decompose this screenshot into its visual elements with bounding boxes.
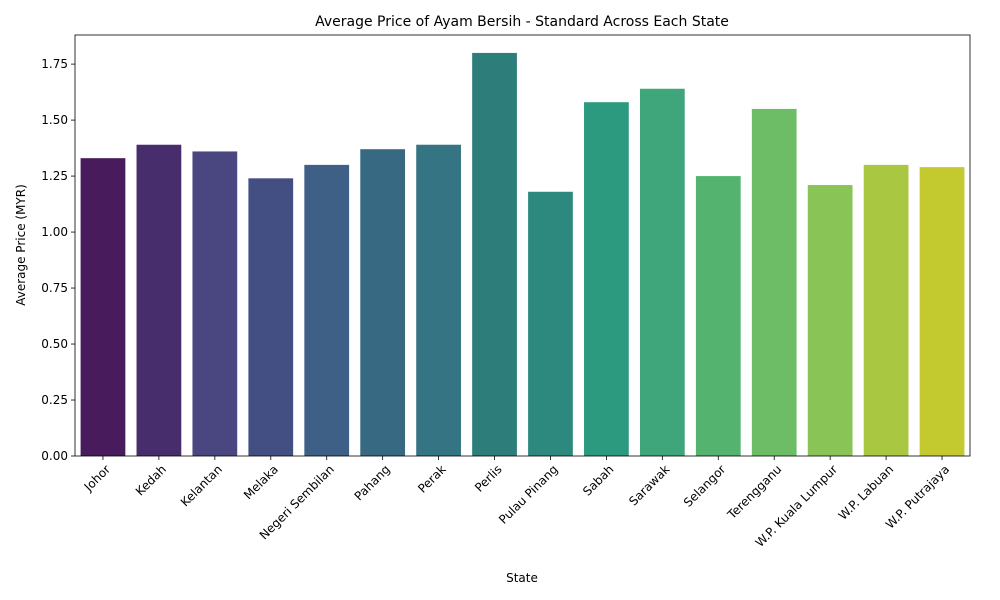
x-tick-label: Selangor [681,462,729,510]
x-axis-label: State [506,571,538,585]
bar-w-p-putrajaya [919,167,965,456]
y-tick-label: 1.50 [41,113,68,127]
y-tick-label: 1.00 [41,225,68,239]
bar-sabah [584,102,629,457]
x-tick-label: Perak [415,462,449,496]
x-tick-label: Pulau Pinang [496,462,561,527]
x-tick-label: Sarawak [626,462,672,508]
x-tick-label: Pahang [352,462,393,503]
bar-johor [80,158,126,456]
bar-negeri-sembilan [304,164,350,456]
bar-sarawak [639,88,685,456]
x-tick-label: Terengganu [724,462,784,522]
bar-pahang [360,149,406,456]
bar-selangor [695,176,741,457]
y-axis-ticks: 0.00 0.25 0.50 0.75 1.00 1.25 1.50 1.75 [41,57,75,463]
chart-title: Average Price of Ayam Bersih - Standard … [315,14,729,30]
bar-w-p-kuala-lumpur [807,185,853,456]
y-tick-label: 0.00 [41,449,68,463]
bar-terengganu [751,108,797,457]
bar-perlis [472,52,517,457]
bar-kelantan [192,151,238,456]
y-axis-label: Average Price (MYR) [14,184,28,306]
plot-frame [74,34,971,457]
bar-perak [416,144,461,456]
bar-w-p-labuan [863,164,909,456]
y-tick-label: 0.50 [41,337,68,351]
bar-pulau-pinang [528,191,573,457]
x-tick-label: Kedah [133,462,169,498]
x-tick-label: Kelantan [178,462,225,509]
bars-group [80,52,965,457]
y-tick-label: 1.25 [41,169,68,183]
x-tick-label: Melaka [241,462,281,502]
x-tick-label: Johor [81,462,113,494]
y-tick-label: 1.75 [41,57,68,71]
bar-melaka [248,178,294,456]
y-tick-label: 0.75 [41,281,68,295]
bar-kedah [136,144,182,456]
x-tick-label: Perlis [472,462,505,495]
y-tick-label: 0.25 [41,393,68,407]
x-tick-label: W.P. Labuan [836,462,896,522]
x-tick-label: Sabah [580,462,616,498]
